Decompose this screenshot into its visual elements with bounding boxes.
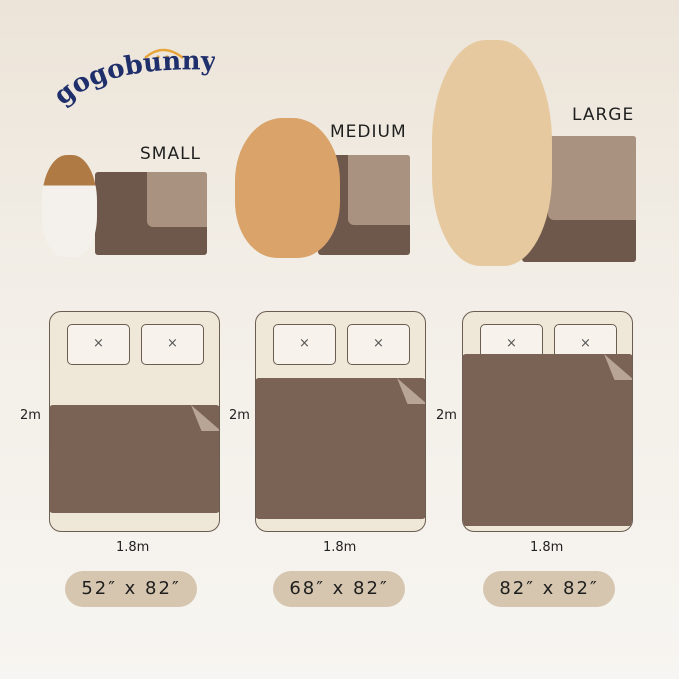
small-dog-image [42, 155, 97, 257]
dimensions-badge-large: 82″ x 82″ [483, 571, 615, 607]
pillow: × [141, 324, 204, 365]
bed-diagram-small: × × [49, 311, 220, 532]
width-label: 1.8m [116, 540, 150, 555]
pad-fold [604, 354, 632, 380]
size-label-large: LARGE [572, 105, 635, 125]
pad-cover [50, 405, 219, 513]
height-label: 2m [20, 408, 41, 423]
dimensions-badge-medium: 68″ x 82″ [273, 571, 405, 607]
width-label: 1.8m [530, 540, 564, 555]
width-label: 1.8m [323, 540, 357, 555]
large-dog-image [432, 40, 552, 266]
height-label: 2m [436, 408, 457, 423]
pillow: × [347, 324, 410, 365]
size-label-medium: MEDIUM [330, 122, 407, 142]
svg-text:gogobunny: gogobunny [55, 46, 215, 110]
pad-fold [397, 378, 425, 404]
medium-dog-image [235, 118, 340, 258]
dimensions-badge-small: 52″ x 82″ [65, 571, 197, 607]
size-label-small: SMALL [140, 144, 202, 164]
pillow: × [67, 324, 130, 365]
pad-cover [463, 354, 632, 526]
bed-diagram-medium: × × [255, 311, 426, 532]
pad-small-image [95, 172, 207, 255]
brand-logo: gogobunny [55, 46, 215, 110]
pillow: × [273, 324, 336, 365]
height-label: 2m [229, 408, 250, 423]
bed-diagram-large: × × [462, 311, 633, 532]
pad-fold [191, 405, 219, 431]
pad-cover [256, 378, 425, 519]
